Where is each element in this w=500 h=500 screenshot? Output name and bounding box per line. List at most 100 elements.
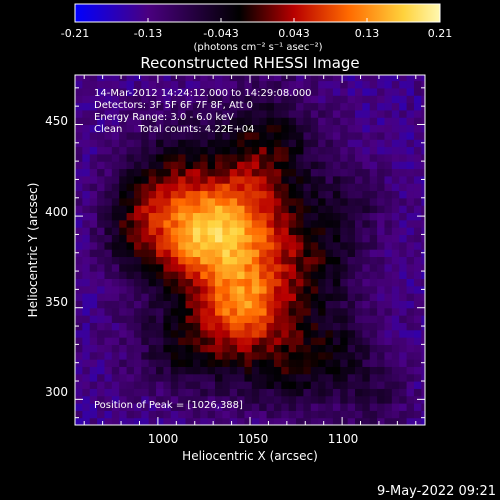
heatmap-cell — [97, 410, 106, 419]
heatmap-cell — [266, 373, 275, 382]
heatmap-cell — [266, 278, 275, 287]
heatmap-cell — [229, 161, 238, 170]
heatmap-cell — [111, 80, 120, 89]
heatmap-cell — [362, 293, 371, 301]
heatmap-cell — [141, 183, 150, 192]
heatmap-cell — [97, 366, 106, 375]
heatmap-cell — [215, 146, 223, 155]
heatmap-cell — [133, 75, 142, 82]
heatmap-cell — [133, 263, 142, 272]
heatmap-cell — [399, 388, 408, 397]
heatmap-cell — [75, 131, 83, 140]
heatmap-cell — [82, 395, 91, 404]
heatmap-cell — [237, 183, 246, 192]
heatmap-cell — [178, 285, 187, 294]
heatmap-cell — [347, 102, 356, 111]
heatmap-cell — [104, 366, 113, 375]
heatmap-cell — [384, 403, 393, 411]
heatmap-cell — [111, 322, 120, 331]
heatmap-cell — [340, 307, 349, 316]
heatmap-cell — [133, 329, 142, 338]
heatmap-cell — [163, 395, 172, 404]
heatmap-cell — [281, 403, 290, 411]
heatmap-cell — [413, 131, 422, 140]
heatmap-cell — [296, 117, 305, 126]
heatmap-cell — [303, 205, 312, 214]
heatmap-cell — [266, 256, 275, 265]
heatmap-cell — [399, 109, 408, 118]
heatmap-cell — [251, 315, 260, 323]
heatmap-cell — [325, 117, 334, 126]
heatmap-cell — [421, 373, 425, 382]
heatmap-cell — [156, 197, 165, 206]
heatmap-cell — [362, 307, 371, 316]
heatmap-cell — [377, 168, 386, 177]
heatmap-cell — [332, 329, 341, 338]
heatmap-cell — [244, 359, 253, 367]
heatmap-cell — [170, 205, 179, 214]
heatmap-cell — [207, 153, 216, 162]
heatmap-cell — [148, 395, 157, 404]
heatmap-cell — [163, 403, 172, 411]
heatmap-cell — [104, 197, 113, 206]
heatmap-cell — [75, 241, 83, 250]
heatmap-cell — [332, 359, 341, 367]
heatmap-cell — [178, 219, 187, 228]
heatmap-cell — [384, 234, 393, 243]
heatmap-cell — [119, 139, 128, 148]
heatmap-cell — [303, 417, 312, 425]
heatmap-cell — [362, 256, 371, 265]
heatmap-cell — [340, 271, 349, 279]
heatmap-cell — [192, 109, 201, 118]
heatmap-cell — [413, 366, 422, 375]
heatmap-cell — [244, 403, 253, 411]
heatmap-cell — [251, 124, 260, 133]
heatmap-cell — [229, 197, 238, 206]
heatmap-cell — [251, 351, 260, 360]
heatmap-cell — [296, 95, 305, 104]
heatmap-cell — [126, 161, 135, 170]
heatmap-cell — [126, 300, 135, 309]
heatmap-cell — [222, 381, 231, 389]
heatmap-cell — [82, 153, 91, 162]
heatmap-cell — [369, 285, 378, 294]
heatmap-cell — [163, 359, 172, 367]
heatmap-cell — [281, 329, 290, 338]
heatmap-cell — [413, 153, 422, 162]
heatmap-cell — [318, 241, 327, 250]
heatmap-cell — [273, 168, 282, 177]
heatmap-cell — [200, 278, 209, 287]
heatmap-cell — [244, 285, 253, 294]
heatmap-cell — [126, 329, 135, 338]
heatmap-cell — [332, 373, 341, 382]
heatmap-cell — [377, 322, 386, 331]
heatmap-cell — [97, 131, 106, 140]
heatmap-cell — [222, 403, 231, 411]
heatmap-cell — [148, 351, 157, 360]
heatmap-cell — [391, 344, 400, 353]
heatmap-cell — [111, 95, 120, 104]
heatmap-cell — [303, 278, 312, 287]
heatmap-cell — [82, 263, 91, 272]
heatmap-cell — [82, 234, 91, 243]
heatmap-cell — [89, 227, 98, 236]
heatmap-cell — [170, 102, 179, 111]
heatmap-cell — [222, 410, 231, 419]
heatmap-cell — [148, 329, 157, 338]
heatmap-cell — [156, 80, 165, 89]
heatmap-cell — [156, 293, 165, 301]
heatmap-cell — [141, 117, 150, 126]
heatmap-cell — [89, 417, 98, 425]
heatmap-cell — [281, 109, 290, 118]
heatmap-cell — [259, 168, 268, 177]
colorbar-tick-0: -0.21 — [61, 27, 89, 40]
heatmap-cell — [178, 131, 187, 140]
heatmap-cell — [391, 329, 400, 338]
heatmap-cell — [310, 102, 319, 111]
heatmap-cell — [185, 256, 194, 265]
heatmap-cell — [170, 271, 179, 279]
heatmap-cell — [399, 329, 408, 338]
heatmap-cell — [369, 329, 378, 338]
heatmap-cell — [207, 190, 216, 199]
heatmap-cell — [296, 109, 305, 118]
